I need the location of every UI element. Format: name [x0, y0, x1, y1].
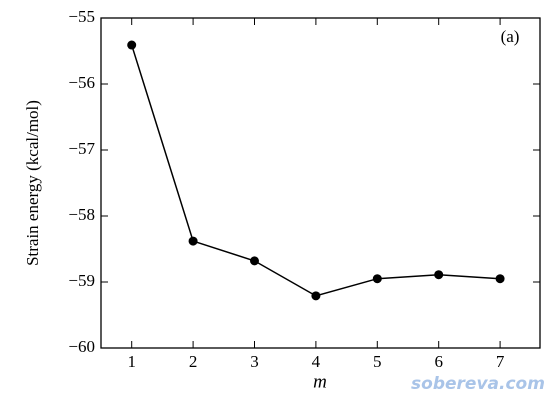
- watermark: sobereva.com: [411, 374, 545, 394]
- annotation: (a): [501, 27, 520, 46]
- point: [311, 291, 321, 301]
- x-tick-label: 1: [127, 352, 136, 371]
- x-tick-label: 5: [373, 352, 382, 371]
- x-tick-label: 7: [496, 352, 505, 371]
- y-tick-label: −59: [68, 271, 95, 290]
- point: [495, 274, 505, 284]
- line: [130, 44, 501, 297]
- x-tick-label: 2: [189, 352, 198, 371]
- point: [249, 256, 259, 266]
- x-tick-label: 4: [312, 352, 321, 371]
- plot-frame: [100, 17, 541, 349]
- y-tick-label: −57: [68, 139, 95, 158]
- y-tick-label: −55: [68, 7, 95, 26]
- x-tick-label: 3: [250, 352, 259, 371]
- point: [188, 236, 198, 246]
- point: [434, 270, 444, 280]
- y-tick-label: −56: [68, 73, 95, 92]
- y-tick-label: −60: [68, 337, 95, 356]
- y-tick-label: −58: [68, 205, 95, 224]
- x-axis-label: m: [313, 371, 327, 392]
- y-axis-label: Strain energy (kcal/mol): [23, 100, 42, 266]
- point: [127, 40, 137, 50]
- point: [372, 274, 382, 284]
- x-tick-label: 6: [434, 352, 443, 371]
